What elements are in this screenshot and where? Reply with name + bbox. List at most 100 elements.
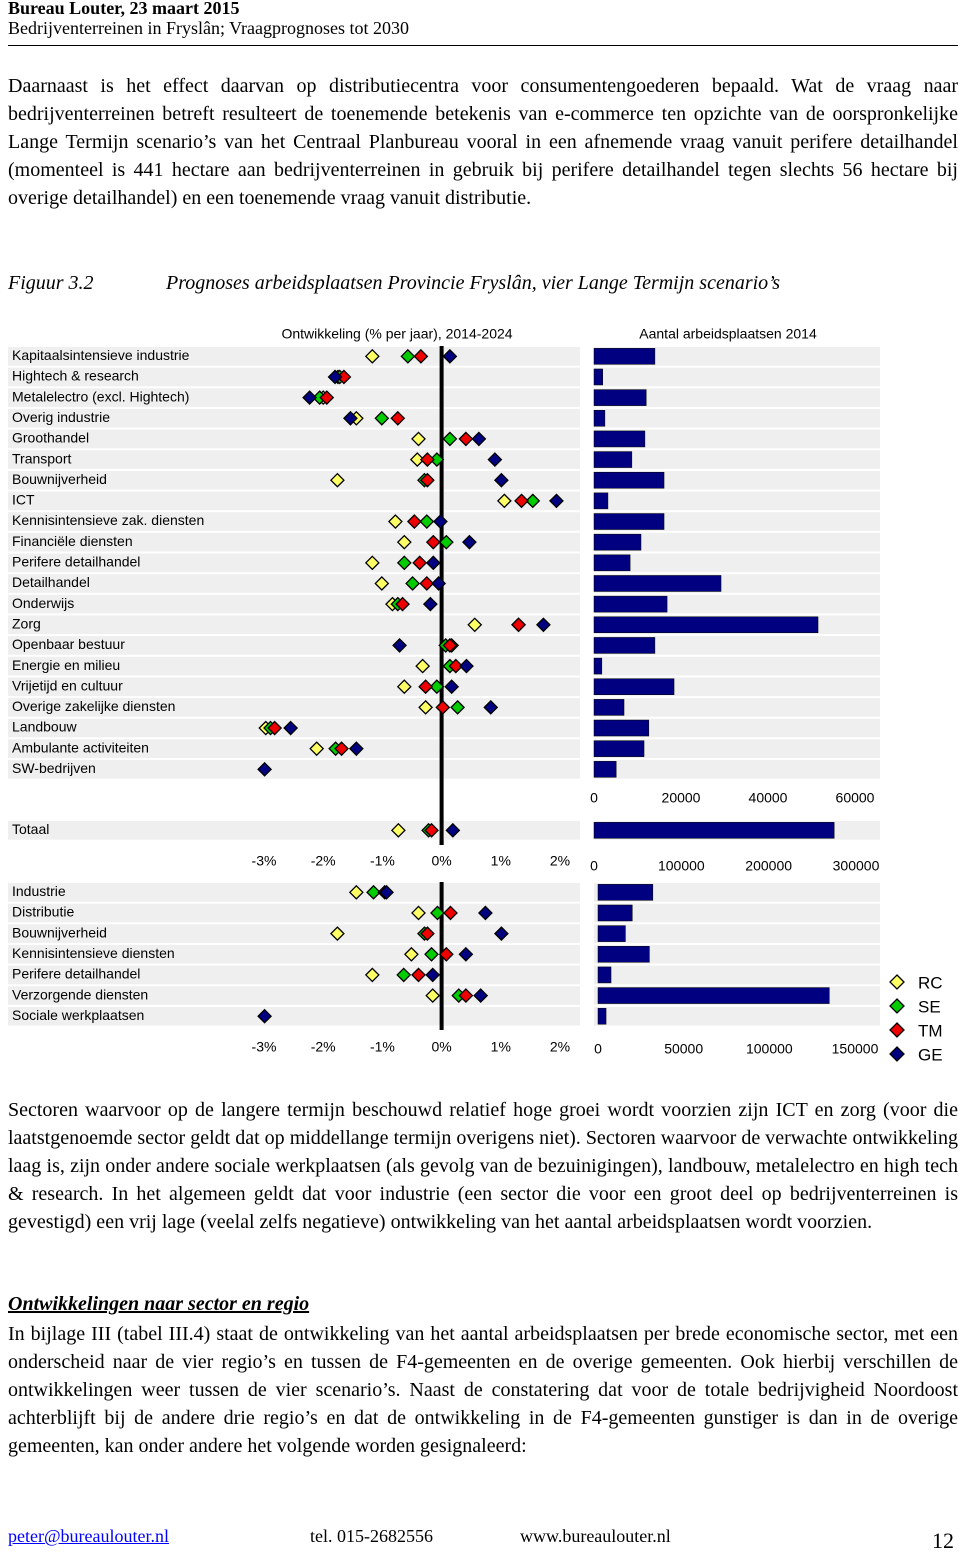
- scenario-marker: [409, 452, 425, 467]
- bar: [593, 822, 835, 839]
- bar: [593, 430, 646, 448]
- scenario-marker: [443, 905, 458, 921]
- scenario-marker: [405, 576, 421, 591]
- bar-band: [594, 924, 880, 943]
- row-band: [8, 821, 580, 840]
- bar-band: [594, 408, 880, 428]
- category-label: Overig industrie: [12, 409, 110, 425]
- scenario-marker: [400, 348, 416, 364]
- row-band: [8, 388, 580, 407]
- bar-band: [594, 656, 880, 676]
- scenario-marker: [458, 431, 474, 447]
- row-band: [8, 656, 580, 676]
- category-label: Detailhandel: [12, 574, 90, 590]
- legend-marker: [889, 974, 905, 990]
- category-label: Sociale werkplaatsen: [12, 1007, 144, 1023]
- bar: [593, 554, 631, 572]
- category-label: Groothandel: [12, 430, 89, 446]
- scenario-marker: [493, 926, 509, 942]
- scenario-marker: [483, 699, 499, 715]
- scenario-marker: [487, 452, 503, 467]
- scenario-marker: [411, 967, 426, 983]
- category-label: Totaal: [12, 821, 49, 837]
- x-tick-label: 0%: [431, 853, 451, 869]
- bar-band: [594, 698, 880, 717]
- legend-label: SE: [918, 997, 941, 1016]
- scenario-marker: [442, 348, 458, 364]
- scenario-marker: [366, 884, 381, 900]
- bar-band: [594, 636, 880, 655]
- bar-band: [594, 388, 880, 407]
- scenario-marker: [392, 638, 407, 653]
- paragraph: Daarnaast is het effect daarvan op distr…: [8, 75, 958, 209]
- bar-band: [594, 883, 880, 902]
- scenario-marker: [435, 699, 451, 715]
- bar-band: [594, 718, 880, 738]
- category-label: Ambulante activiteiten: [12, 739, 149, 755]
- bar-band: [594, 760, 880, 779]
- scenario-marker: [438, 946, 454, 962]
- scenario-marker: [425, 555, 441, 571]
- bar-band: [594, 512, 880, 531]
- scenario-marker: [525, 493, 541, 509]
- x-tick-label: -1%: [370, 1039, 395, 1055]
- scenario-marker: [442, 431, 458, 447]
- scenario-marker: [329, 472, 345, 488]
- scenario-marker: [432, 514, 448, 529]
- row-band: [8, 553, 580, 573]
- bar: [593, 740, 645, 757]
- bar-band: [594, 491, 880, 511]
- scenario-marker: [444, 679, 460, 695]
- footer-email[interactable]: peter@bureaulouter.nl: [8, 1526, 170, 1546]
- bar-band: [594, 553, 880, 573]
- bar-band: [594, 1006, 880, 1026]
- category-label: Kennisintensieve zak. diensten: [12, 512, 204, 528]
- scenario-marker: [283, 720, 299, 736]
- scenario-marker: [406, 514, 422, 529]
- scenario-marker: [424, 822, 439, 838]
- scenario-marker: [395, 596, 410, 612]
- category-label: Financiële diensten: [12, 533, 133, 549]
- scenario-marker: [471, 431, 487, 447]
- row-band: [8, 986, 580, 1005]
- bar: [593, 389, 647, 406]
- bar-band: [594, 347, 880, 366]
- category-label: Vrijetijd en cultuur: [12, 677, 123, 693]
- scenario-marker: [309, 741, 325, 757]
- bar-tick-label: 40000: [749, 790, 788, 806]
- bar-band: [594, 450, 880, 469]
- scenario-marker: [442, 638, 458, 653]
- row-band: [8, 739, 580, 758]
- category-label: Overige zakelijke diensten: [12, 698, 175, 714]
- scenario-marker: [418, 699, 434, 715]
- bar-tick-label: 100000: [746, 1041, 793, 1057]
- header-rule: [8, 45, 958, 46]
- bar-band: [594, 429, 880, 449]
- scenario-marker: [413, 348, 429, 364]
- scenario-marker: [374, 576, 390, 591]
- bar-tick-label: 0: [590, 858, 598, 874]
- header-title: Bureau Louter, 23 maart 2015: [8, 0, 240, 18]
- category-label: Bouwnijverheid: [12, 471, 107, 487]
- header-subtitle: Bedrijventerreinen in Fryslân; Vraagprog…: [8, 18, 410, 38]
- scenario-marker: [364, 348, 380, 364]
- x-tick-label: -3%: [252, 853, 277, 869]
- scenario-marker: [445, 822, 461, 838]
- bar: [593, 678, 675, 695]
- row-band: [8, 636, 580, 655]
- category-label: Kapitaalsintensieve industrie: [12, 347, 190, 363]
- row-band: [8, 698, 580, 717]
- footer-phone: tel. 015-2682556: [310, 1526, 433, 1546]
- bar-band: [594, 367, 880, 387]
- bar-tick-label: 150000: [832, 1041, 879, 1057]
- scenario-marker: [411, 905, 426, 921]
- bar: [593, 595, 668, 613]
- bar-band: [594, 470, 880, 490]
- scenario-marker: [388, 514, 403, 529]
- bar: [597, 966, 612, 984]
- bar: [597, 925, 626, 942]
- row-band: [8, 944, 580, 964]
- scenario-marker: [536, 617, 551, 633]
- bar-tick-label: 0: [590, 790, 598, 806]
